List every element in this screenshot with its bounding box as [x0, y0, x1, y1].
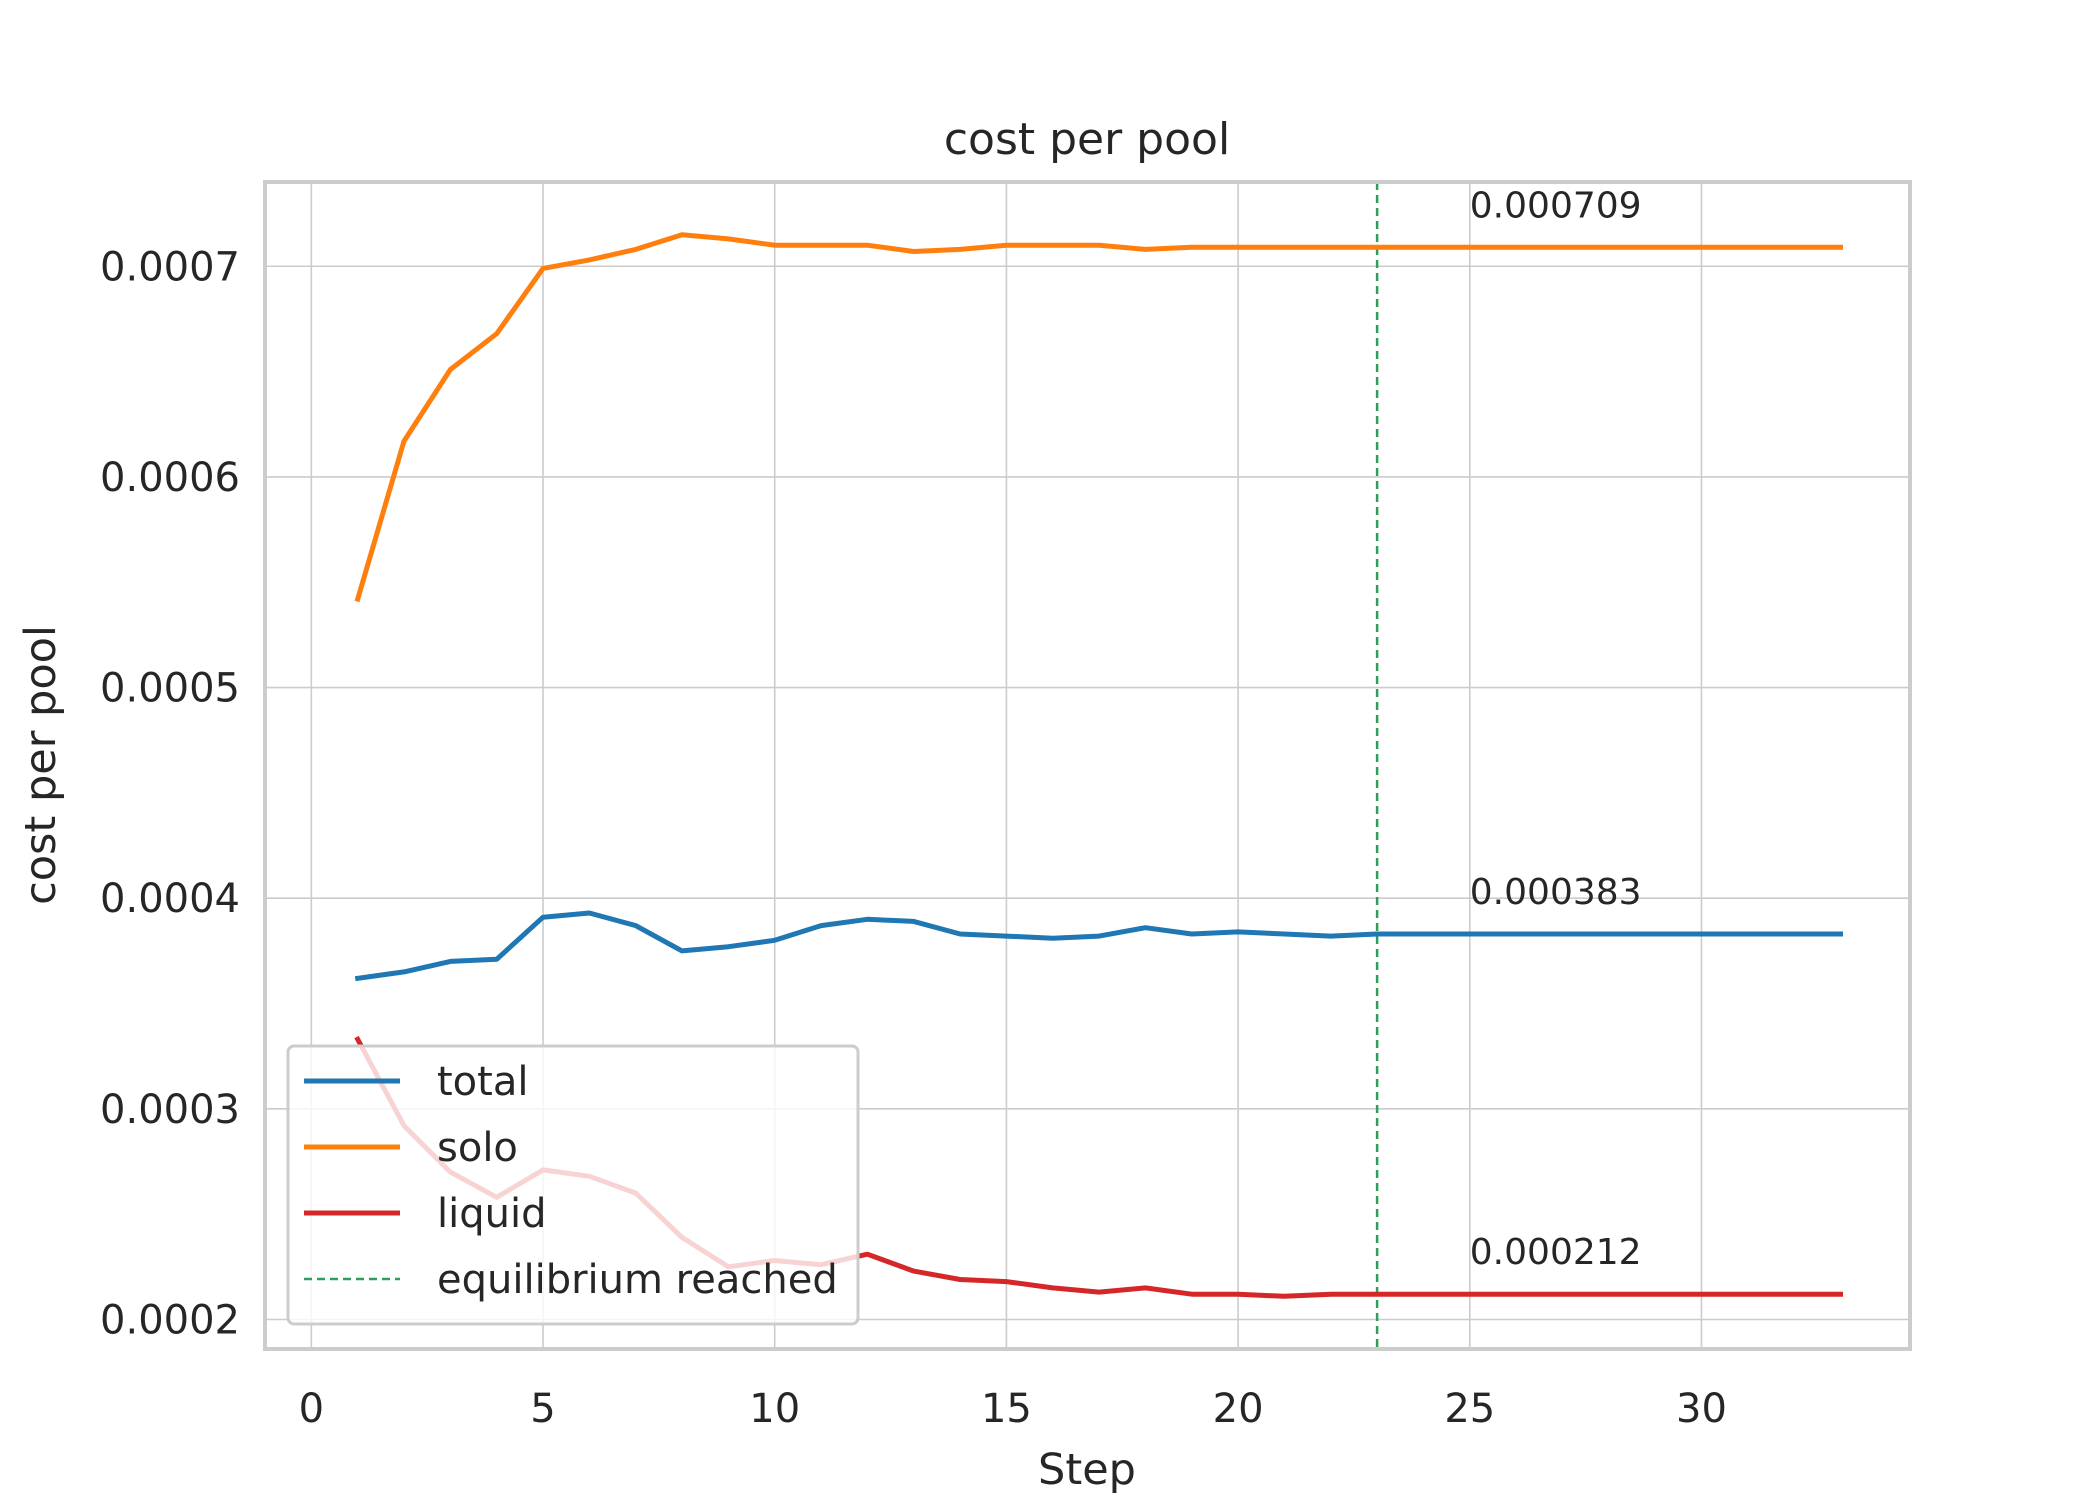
x-tick-label: 15: [981, 1386, 1032, 1432]
value-annotation: 0.000383: [1470, 872, 1642, 913]
x-tick-label: 20: [1213, 1386, 1264, 1432]
chart-title: cost per pool: [944, 114, 1230, 165]
series-line-total: [354, 910, 1843, 982]
y-axis-label: cost per pool: [16, 625, 66, 905]
legend-label: equilibrium reached: [437, 1257, 838, 1303]
y-tick-label: 0.0002: [100, 1298, 240, 1344]
y-tick-label: 0.0007: [100, 244, 240, 290]
legend: total solo liquid equilibrium reached: [286, 1044, 860, 1326]
x-tick-label: 0: [299, 1386, 324, 1432]
annotations: 0.000709 0.000383 0.000212: [1470, 185, 1642, 1273]
x-tick-label: 10: [749, 1386, 800, 1432]
x-tick-label: 25: [1444, 1386, 1495, 1432]
legend-box: [286, 1044, 860, 1326]
y-tick-label: 0.0003: [100, 1087, 240, 1133]
grid: [265, 182, 1910, 1349]
y-tick-label: 0.0005: [100, 666, 240, 712]
series-line-solo: [354, 232, 1843, 603]
x-tick-label: 5: [530, 1386, 555, 1432]
x-axis-label: Step: [1038, 1445, 1136, 1495]
legend-label: solo: [437, 1125, 518, 1171]
y-tick-label: 0.0004: [100, 876, 240, 922]
plot-frame: [263, 180, 1912, 1351]
legend-label: total: [437, 1059, 528, 1105]
y-tick-labels: 0.0002 0.0003 0.0004 0.0005 0.0006 0.0007: [100, 244, 240, 1343]
legend-label: liquid: [437, 1191, 546, 1237]
value-annotation: 0.000212: [1470, 1232, 1642, 1273]
value-annotation: 0.000709: [1470, 185, 1642, 226]
x-tick-labels: 0 5 10 15 20 25 30: [299, 1386, 1727, 1432]
x-tick-label: 30: [1676, 1386, 1727, 1432]
y-tick-label: 0.0006: [100, 455, 240, 501]
